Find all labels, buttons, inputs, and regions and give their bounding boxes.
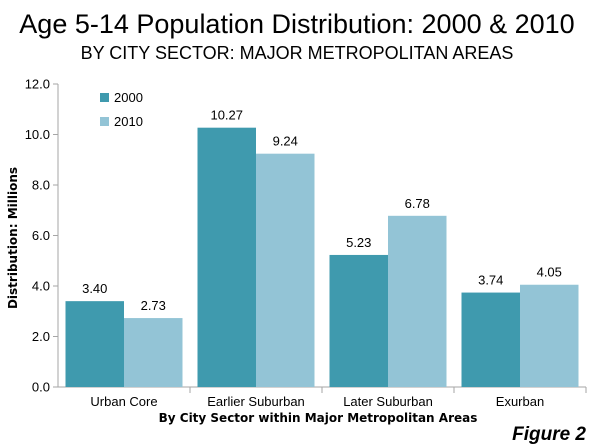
legend-swatch-2010 [100, 117, 109, 126]
y-tick-label: 4.0 [32, 279, 50, 294]
bar-2010 [520, 284, 579, 387]
x-category-label: Exurban [496, 394, 544, 409]
legend-label-2000: 2000 [114, 90, 143, 105]
chart-subtitle: BY CITY SECTOR: MAJOR METROPOLITAN AREAS [81, 43, 514, 63]
bar-2000 [461, 292, 520, 387]
y-tick-label: 10.0 [25, 127, 50, 142]
data-label: 2.73 [141, 298, 166, 313]
legend-label-2010: 2010 [114, 114, 143, 129]
data-label: 3.40 [82, 281, 107, 296]
x-category-label: Urban Core [90, 394, 157, 409]
x-category-label: Earlier Suburban [207, 394, 305, 409]
bar-2000 [65, 301, 124, 387]
y-tick-label: 12.0 [25, 77, 50, 92]
data-label: 10.27 [210, 108, 243, 123]
y-tick-label: 0.0 [32, 380, 50, 395]
chart-title: Age 5-14 Population Distribution: 2000 &… [19, 9, 574, 39]
x-category-label: Later Suburban [343, 394, 433, 409]
x-axis-label: By City Sector within Major Metropolitan… [159, 411, 478, 425]
y-tick-label: 6.0 [32, 228, 50, 243]
y-tick-label: 2.0 [32, 329, 50, 344]
data-label: 9.24 [273, 134, 298, 149]
y-tick-label: 8.0 [32, 178, 50, 193]
data-label: 5.23 [346, 235, 371, 250]
bar-2010 [388, 215, 447, 387]
data-label: 3.74 [478, 273, 503, 288]
bar-2010 [124, 318, 183, 387]
bar-2010 [256, 153, 315, 387]
y-axis-label: Distribution: Millions [6, 167, 20, 309]
data-label: 6.78 [405, 196, 430, 211]
data-label: 4.05 [537, 265, 562, 280]
legend-swatch-2000 [100, 93, 109, 102]
plot-area: 0.0 2.0 4.0 6.0 8.0 10.0 12.0 3.40 2.73 Urban Cor… [25, 77, 587, 409]
bar-2000 [329, 254, 388, 387]
bar-2000 [197, 127, 256, 388]
figure-label: Figure 2 [512, 424, 586, 445]
